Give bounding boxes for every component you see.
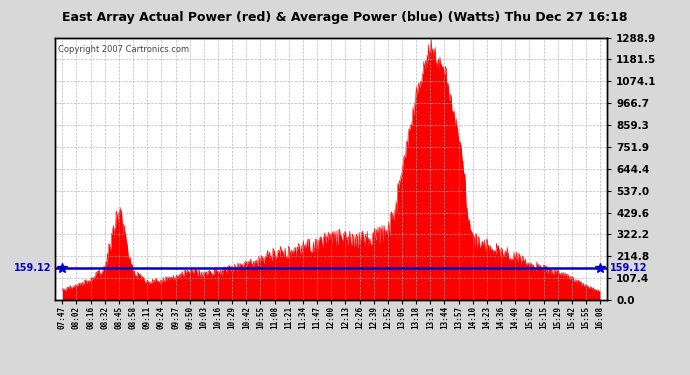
Text: 159.12: 159.12 [610, 262, 647, 273]
Text: East Array Actual Power (red) & Average Power (blue) (Watts) Thu Dec 27 16:18: East Array Actual Power (red) & Average … [62, 11, 628, 24]
Text: Copyright 2007 Cartronics.com: Copyright 2007 Cartronics.com [58, 45, 189, 54]
Text: 159.12: 159.12 [13, 262, 51, 273]
